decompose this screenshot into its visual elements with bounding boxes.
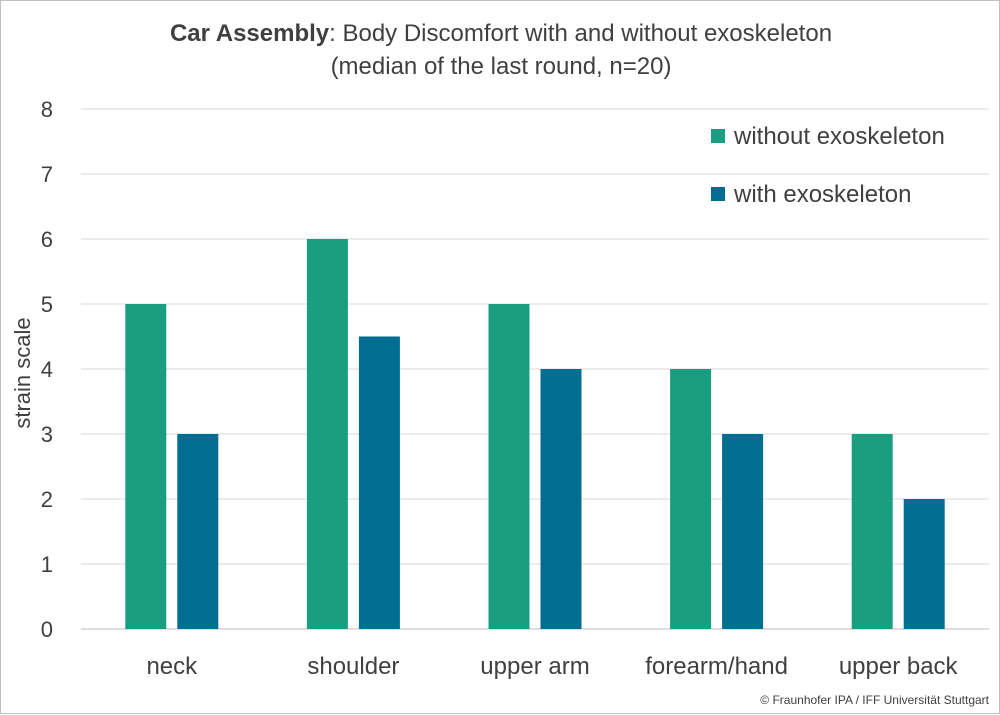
chart-title-bold: Car Assembly: [169, 20, 330, 47]
legend-swatch-1: [711, 187, 725, 201]
x-tick-upper-back: upper back: [839, 653, 959, 680]
legend: without exoskeleton with exoskeleton: [711, 123, 945, 208]
bars: [125, 239, 945, 629]
legend-label-0: without exoskeleton: [733, 123, 945, 150]
y-tick-6: 6: [41, 227, 53, 252]
y-tick-0: 0: [41, 617, 53, 642]
y-tick-5: 5: [41, 292, 53, 317]
legend-label-1: with exoskeleton: [733, 181, 911, 208]
bar-upper-arm-series-1: [540, 369, 582, 629]
copyright-note: © Fraunhofer IPA / IFF Universität Stutt…: [760, 693, 989, 707]
y-tick-8: 8: [41, 97, 53, 122]
bar-upper-arm-series-0: [488, 304, 530, 629]
bar-forearm-hand-series-0: [670, 369, 712, 629]
legend-swatch-0: [711, 129, 725, 143]
x-tick-forearm-hand: forearm/hand: [645, 653, 788, 680]
bar-upper-back-series-1: [903, 499, 945, 629]
y-tick-labels: 0 1 2 3 4 5 6 7 8: [41, 97, 53, 642]
gridlines: [81, 108, 989, 630]
chart-subtitle: (median of the last round, n=20): [330, 53, 672, 80]
y-tick-1: 1: [41, 552, 53, 577]
bar-upper-back-series-0: [851, 434, 893, 629]
x-tick-neck: neck: [146, 653, 198, 680]
y-tick-7: 7: [41, 162, 53, 187]
chart-title-rest: : Body Discomfort with and without exosk…: [329, 20, 833, 47]
bar-neck-series-1: [177, 434, 219, 629]
bar-shoulder-series-0: [306, 239, 348, 629]
y-tick-2: 2: [41, 487, 53, 512]
x-tick-labels: neck shoulder upper arm forearm/hand upper b…: [146, 653, 958, 680]
bar-shoulder-series-1: [358, 336, 400, 629]
x-tick-upper-arm: upper arm: [480, 653, 589, 680]
y-tick-3: 3: [41, 422, 53, 447]
x-tick-shoulder: shoulder: [307, 653, 399, 680]
bar-forearm-hand-series-1: [722, 434, 764, 629]
chart-title: Car Assembly: Body Discomfort with and w…: [1, 17, 1000, 83]
bar-neck-series-0: [125, 304, 167, 629]
y-tick-4: 4: [41, 357, 53, 382]
